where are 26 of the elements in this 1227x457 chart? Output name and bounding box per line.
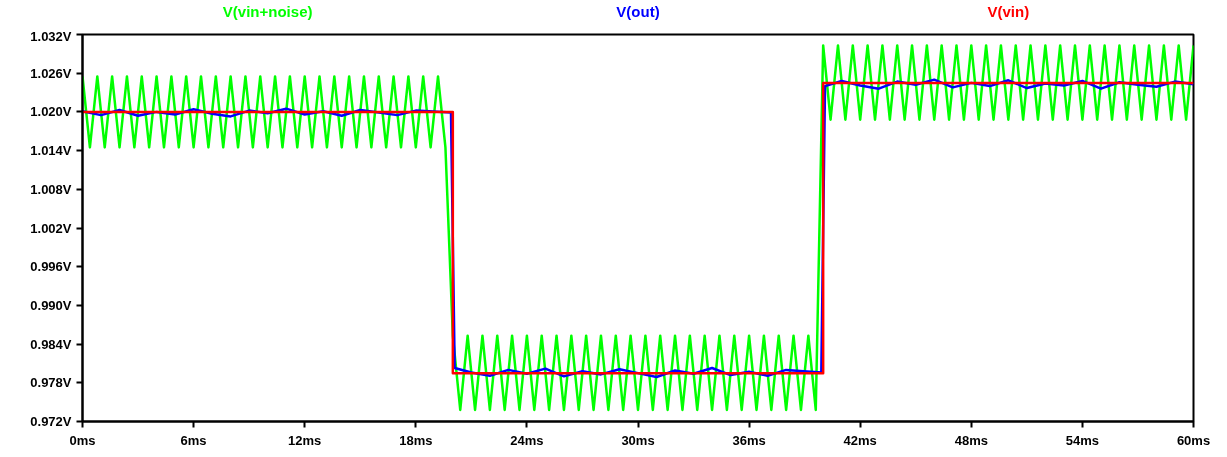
text: V(vin) bbox=[987, 3, 1030, 21]
x-tick-label: 12ms bbox=[288, 432, 322, 448]
x-tick-label: 6ms bbox=[180, 432, 207, 448]
y-tick-label: 0.978V bbox=[30, 375, 72, 391]
x-tick-label: 60ms bbox=[1176, 432, 1211, 448]
text: V(vin+noise) bbox=[222, 3, 313, 21]
y-tick-label: 1.020V bbox=[30, 104, 72, 120]
line-series bbox=[82, 44, 1194, 412]
y-tick-label: 1.002V bbox=[30, 220, 72, 236]
y-tick-label: 0.990V bbox=[30, 297, 72, 313]
x-tick-label: 24ms bbox=[510, 432, 544, 448]
y-tick-label: 1.026V bbox=[30, 65, 72, 81]
x-tick-label: 18ms bbox=[399, 432, 433, 448]
x-tick-label: 30ms bbox=[621, 432, 655, 448]
y-tick-label: 0.996V bbox=[30, 259, 72, 275]
text: V(out) bbox=[616, 3, 660, 21]
x-tick-label: 48ms bbox=[954, 432, 988, 448]
y-tick-label: 1.008V bbox=[30, 181, 72, 197]
x-tick-label: 36ms bbox=[732, 432, 766, 448]
y-tick-label: 1.032V bbox=[30, 28, 72, 44]
y-tick-label: 0.972V bbox=[30, 414, 72, 429]
y-tick-label: 0.984V bbox=[30, 336, 72, 352]
y-tick-label: 1.014V bbox=[30, 143, 72, 159]
x-tick-label: 54ms bbox=[1065, 432, 1100, 448]
x-tick-label: 0ms bbox=[69, 432, 96, 448]
x-tick-label: 42ms bbox=[843, 432, 877, 448]
